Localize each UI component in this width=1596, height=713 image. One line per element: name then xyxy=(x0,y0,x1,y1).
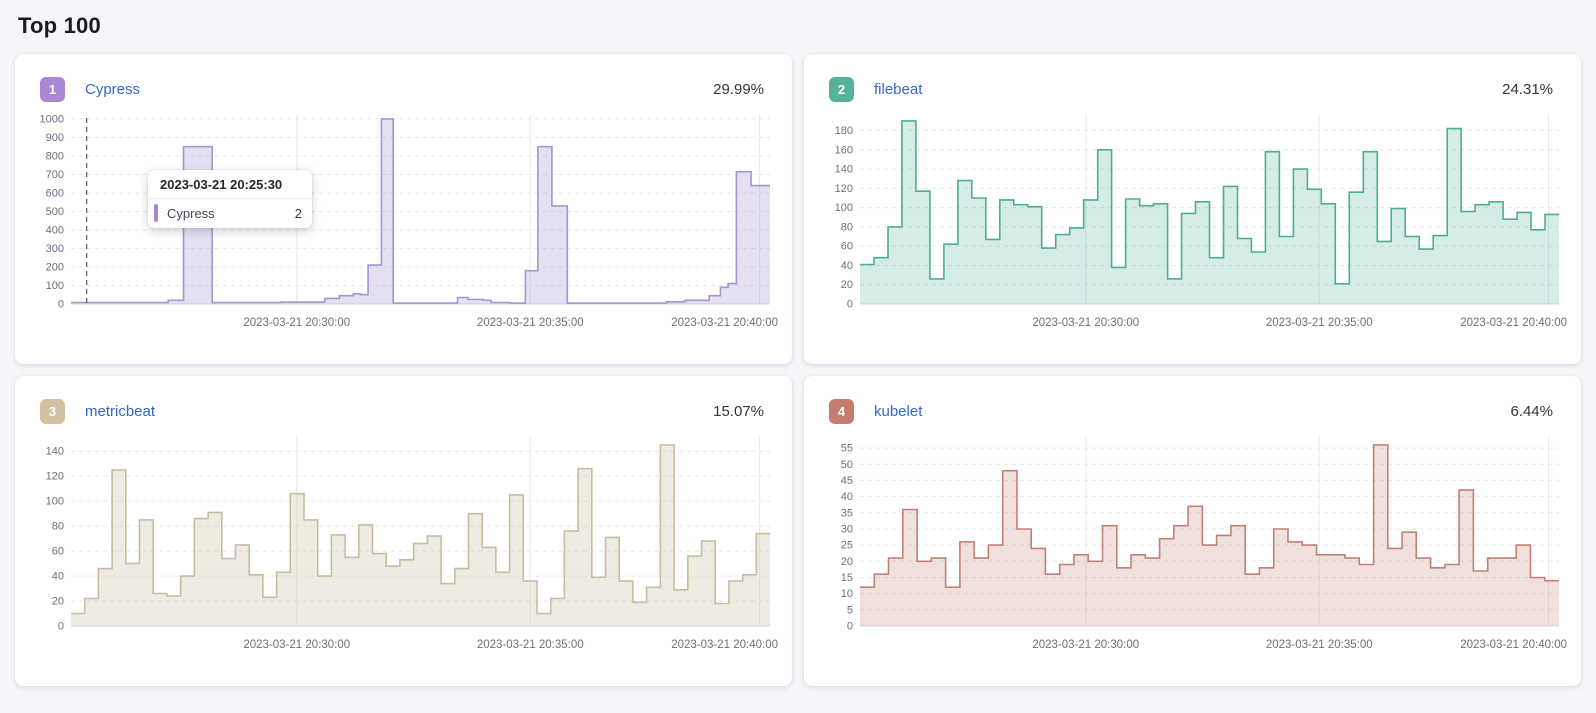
card-header: 2 filebeat 24.31% xyxy=(804,54,1581,102)
svg-text:2023-03-21 20:40:00: 2023-03-21 20:40:00 xyxy=(1460,317,1567,329)
card-kubelet: 4 kubelet 6.44% 0 5 10 15 20 25 30 35 40 45 50 55 20… xyxy=(804,376,1581,686)
svg-text:80: 80 xyxy=(841,221,853,233)
svg-text:2023-03-21 20:30:00: 2023-03-21 20:30:00 xyxy=(243,639,350,651)
percent-value: 6.44% xyxy=(1510,403,1553,420)
svg-text:0: 0 xyxy=(847,299,853,311)
svg-text:40: 40 xyxy=(52,571,64,583)
step-area-chart-metricbeat[interactable]: 0 20 40 60 80 100 120 140 2023-03-21 20:30:00 202… xyxy=(25,430,782,670)
svg-text:5: 5 xyxy=(847,604,853,616)
svg-text:160: 160 xyxy=(835,144,853,156)
svg-text:2023-03-21 20:35:00: 2023-03-21 20:35:00 xyxy=(1266,639,1373,651)
svg-text:2023-03-21 20:30:00: 2023-03-21 20:30:00 xyxy=(1032,317,1139,329)
tooltip-series-label: Cypress xyxy=(167,205,215,221)
svg-text:2023-03-21 20:35:00: 2023-03-21 20:35:00 xyxy=(477,317,584,329)
svg-text:500: 500 xyxy=(46,206,64,218)
svg-text:2023-03-21 20:40:00: 2023-03-21 20:40:00 xyxy=(671,639,778,651)
svg-text:15: 15 xyxy=(841,572,853,584)
percent-value: 29.99% xyxy=(713,81,764,98)
tooltip-color-bar xyxy=(154,204,158,222)
svg-text:80: 80 xyxy=(52,521,64,533)
svg-text:2023-03-21 20:35:00: 2023-03-21 20:35:00 xyxy=(477,639,584,651)
card-metricbeat: 3 metricbeat 15.07% 0 20 40 60 80 100 120 140 20… xyxy=(15,376,792,686)
svg-text:400: 400 xyxy=(46,224,64,236)
page-title: Top 100 xyxy=(18,13,101,38)
svg-text:45: 45 xyxy=(841,475,853,487)
svg-text:200: 200 xyxy=(46,261,64,273)
rank-badge: 2 xyxy=(829,77,854,102)
svg-text:100: 100 xyxy=(46,496,64,508)
card-header: 1 Cypress 29.99% xyxy=(15,54,792,102)
card-header: 4 kubelet 6.44% xyxy=(804,376,1581,424)
series-link-cypress[interactable]: Cypress xyxy=(85,81,141,98)
svg-text:2023-03-21 20:35:00: 2023-03-21 20:35:00 xyxy=(1266,317,1373,329)
svg-text:20: 20 xyxy=(52,596,64,608)
chart-area[interactable]: 0 20 40 60 80 100 120 140 160 180 2023-03-21 20:30… xyxy=(814,108,1571,348)
svg-text:55: 55 xyxy=(841,443,853,455)
svg-text:2023-03-21 20:30:00: 2023-03-21 20:30:00 xyxy=(1032,639,1139,651)
series-link-filebeat[interactable]: filebeat xyxy=(874,81,923,98)
card-filebeat: 2 filebeat 24.31% 0 20 40 60 80 100 120 140 160 1… xyxy=(804,54,1581,364)
chart-area[interactable]: 0 20 40 60 80 100 120 140 2023-03-21 20:30:00 202… xyxy=(25,430,782,670)
step-area-chart-kubelet[interactable]: 0 5 10 15 20 25 30 35 40 45 50 55 2023-03-21 20:30:0… xyxy=(814,430,1571,670)
series-link-metricbeat[interactable]: metricbeat xyxy=(85,403,156,420)
svg-text:1000: 1000 xyxy=(40,113,64,125)
svg-text:900: 900 xyxy=(46,132,64,144)
svg-text:25: 25 xyxy=(841,540,853,552)
series-link-kubelet[interactable]: kubelet xyxy=(874,403,923,420)
svg-text:0: 0 xyxy=(58,299,64,311)
svg-text:120: 120 xyxy=(835,183,853,195)
percent-value: 24.31% xyxy=(1502,81,1553,98)
svg-text:140: 140 xyxy=(46,446,64,458)
svg-text:140: 140 xyxy=(835,164,853,176)
chart-tooltip: 2023-03-21 20:25:30 Cypress 2 xyxy=(148,170,312,228)
step-area-chart-filebeat[interactable]: 0 20 40 60 80 100 120 140 160 180 2023-03-21 20:30… xyxy=(814,108,1571,348)
step-area-chart-cypress[interactable]: 0 100 200 300 400 500 600 700 800 900 1000 2023-03-… xyxy=(25,108,782,348)
svg-text:50: 50 xyxy=(841,459,853,471)
svg-text:0: 0 xyxy=(847,621,853,633)
svg-text:30: 30 xyxy=(841,523,853,535)
svg-text:180: 180 xyxy=(835,125,853,137)
svg-text:10: 10 xyxy=(841,588,853,600)
rank-badge: 4 xyxy=(829,399,854,424)
svg-text:0: 0 xyxy=(58,621,64,633)
svg-text:35: 35 xyxy=(841,507,853,519)
tooltip-row: Cypress 2 xyxy=(148,199,312,228)
svg-text:120: 120 xyxy=(46,471,64,483)
svg-text:100: 100 xyxy=(835,202,853,214)
tooltip-timestamp: 2023-03-21 20:25:30 xyxy=(148,170,312,199)
svg-text:300: 300 xyxy=(46,243,64,255)
svg-text:100: 100 xyxy=(46,280,64,292)
svg-text:20: 20 xyxy=(841,556,853,568)
svg-text:40: 40 xyxy=(841,260,853,272)
svg-text:2023-03-21 20:40:00: 2023-03-21 20:40:00 xyxy=(671,317,778,329)
percent-value: 15.07% xyxy=(713,403,764,420)
svg-text:700: 700 xyxy=(46,169,64,181)
svg-text:800: 800 xyxy=(46,150,64,162)
rank-badge: 3 xyxy=(40,399,65,424)
card-cypress: 1 Cypress 29.99% 0 100 200 300 400 500 600 700 8… xyxy=(15,54,792,364)
svg-text:600: 600 xyxy=(46,187,64,199)
svg-text:2023-03-21 20:30:00: 2023-03-21 20:30:00 xyxy=(243,317,350,329)
svg-text:60: 60 xyxy=(52,546,64,558)
chart-area[interactable]: 0 100 200 300 400 500 600 700 800 900 1000 2023-03-… xyxy=(25,108,782,348)
cards-grid: 1 Cypress 29.99% 0 100 200 300 400 500 600 700 8… xyxy=(15,54,1581,686)
card-header: 3 metricbeat 15.07% xyxy=(15,376,792,424)
chart-area[interactable]: 0 5 10 15 20 25 30 35 40 45 50 55 2023-03-21 20:30:0… xyxy=(814,430,1571,670)
svg-text:40: 40 xyxy=(841,491,853,503)
svg-text:60: 60 xyxy=(841,241,853,253)
tooltip-series-value: 2 xyxy=(294,205,302,221)
svg-text:20: 20 xyxy=(841,279,853,291)
rank-badge: 1 xyxy=(40,77,65,102)
svg-text:2023-03-21 20:40:00: 2023-03-21 20:40:00 xyxy=(1460,639,1567,651)
